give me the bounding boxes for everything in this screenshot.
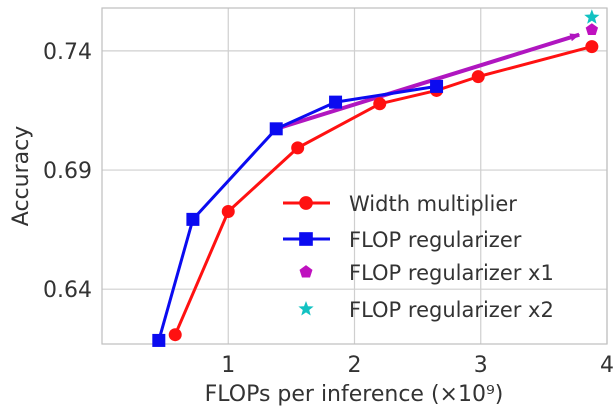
x-tick-label: 1 — [221, 353, 235, 378]
y-tick-labels: 0.64 0.69 0.74 — [43, 40, 92, 303]
data-point — [329, 95, 343, 109]
data-point — [152, 333, 166, 347]
legend-label: Width multiplier — [349, 192, 517, 216]
series-layer — [152, 9, 600, 347]
plot-area-frame — [101, 7, 608, 345]
annotation-layer — [275, 32, 581, 131]
legend-marker — [299, 232, 313, 246]
legend-marker — [299, 196, 313, 210]
data-point — [291, 141, 305, 155]
series-flop-regularizer-x2 — [584, 9, 600, 24]
y-tick-label: 0.69 — [43, 159, 92, 184]
y-axis-title: Accuracy — [9, 126, 34, 226]
x-tick-label: 2 — [348, 353, 362, 378]
legend-label: FLOP regularizer x2 — [349, 298, 554, 322]
x-axis-title: FLOPs per inference (×10⁹) — [205, 382, 504, 407]
legend-label: FLOP regularizer — [349, 228, 522, 252]
data-point — [269, 122, 283, 136]
annotation-arrow — [275, 32, 581, 131]
data-point — [221, 205, 235, 219]
legend-marker — [299, 265, 313, 278]
grid — [102, 8, 608, 344]
data-point — [186, 212, 200, 226]
data-point — [471, 70, 485, 84]
series-width-multiplier — [168, 40, 599, 342]
legend-item: Width multiplier — [283, 192, 517, 216]
legend-marker — [298, 301, 314, 316]
x-tick-label: 3 — [474, 353, 488, 378]
data-point — [168, 328, 182, 342]
series-flop-regularizer-x1 — [585, 23, 599, 35]
x-tick-labels: 1 2 3 4 — [221, 353, 614, 378]
data-point — [584, 9, 600, 24]
series-flop-regularizer — [152, 79, 444, 347]
x-tick-label: 4 — [600, 353, 614, 378]
data-point — [373, 97, 387, 111]
y-tick-label: 0.64 — [43, 278, 92, 303]
legend-label: FLOP regularizer x1 — [349, 261, 554, 285]
data-point — [585, 23, 599, 35]
series-line — [173, 45, 593, 336]
y-tick-label: 0.74 — [43, 40, 92, 65]
data-point — [430, 79, 444, 93]
legend-item: FLOP regularizer — [283, 228, 522, 252]
legend: Width multiplier FLOP regularizer FLOP reg… — [283, 192, 554, 322]
data-point — [585, 40, 599, 54]
legend-item: FLOP regularizer x1 — [299, 261, 554, 285]
legend-item: FLOP regularizer x2 — [298, 298, 554, 322]
